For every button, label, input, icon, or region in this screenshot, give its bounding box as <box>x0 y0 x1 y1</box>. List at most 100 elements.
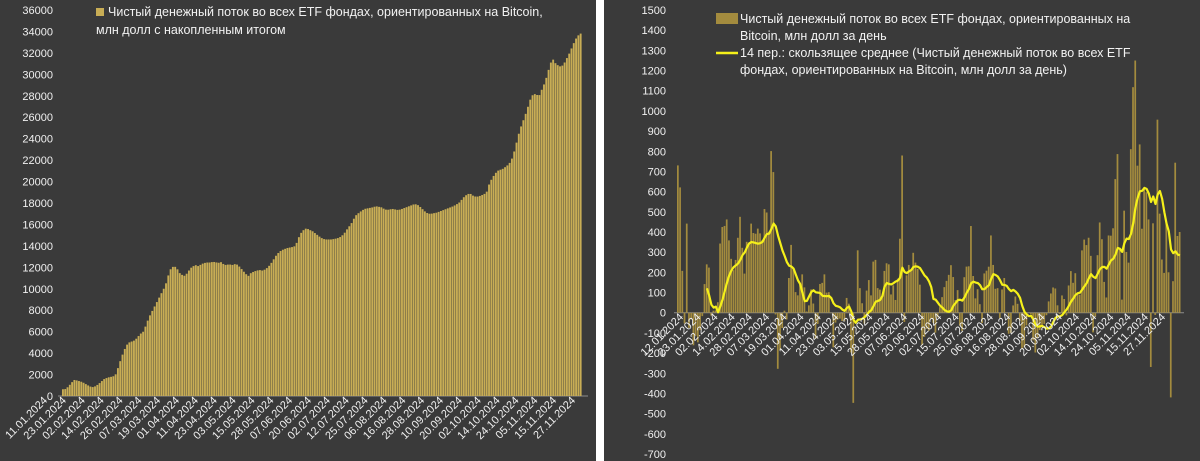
bar <box>1092 312 1094 333</box>
bar <box>1058 312 1061 314</box>
bar <box>89 386 92 396</box>
y-tick-label: 34000 <box>22 26 53 38</box>
bar <box>536 95 539 396</box>
y-tick-label: -600 <box>644 429 666 441</box>
bar <box>861 303 864 313</box>
bar <box>304 228 307 396</box>
bar <box>819 284 821 313</box>
bar <box>1156 119 1159 313</box>
bar <box>105 378 108 396</box>
bar <box>990 235 992 313</box>
y-tick-label: 36000 <box>22 5 53 17</box>
bar <box>204 262 206 396</box>
bar <box>945 280 948 313</box>
bar <box>476 196 479 396</box>
bar <box>839 312 841 319</box>
bar <box>492 175 495 396</box>
y-tick-label: 26000 <box>22 112 53 124</box>
bar <box>428 213 431 396</box>
bar <box>1141 228 1143 313</box>
y-tick-label: -200 <box>644 348 666 360</box>
bar <box>965 266 968 313</box>
bar <box>565 58 568 397</box>
y-tick-label: -400 <box>644 388 666 400</box>
bar <box>313 233 316 396</box>
bar <box>359 211 362 396</box>
bar <box>146 320 149 396</box>
bar <box>552 59 555 396</box>
legend-text-line2: млн долл с накопленным итогом <box>96 23 286 37</box>
bar <box>1158 213 1161 313</box>
bar <box>139 333 142 396</box>
y-axis: 0 2000 4000 6000 8000 10000 12000 14000 16000 180… <box>22 5 53 403</box>
bar <box>112 376 115 396</box>
bar <box>385 209 387 396</box>
bar <box>210 262 213 396</box>
bar <box>208 262 211 396</box>
bar <box>1127 262 1130 313</box>
bar <box>421 209 424 396</box>
bar <box>137 336 140 396</box>
bar <box>783 310 786 313</box>
bar <box>852 312 855 403</box>
y-tick-label: -300 <box>644 368 666 380</box>
bar <box>910 270 912 313</box>
bar <box>64 389 67 396</box>
bar <box>1045 312 1048 316</box>
bar <box>62 389 64 396</box>
bar <box>739 216 741 313</box>
bar <box>80 381 83 396</box>
legend-text-line1: Чистый денежный поток во всех ETF фондах… <box>108 5 543 19</box>
bar <box>923 312 926 337</box>
bar <box>1078 294 1081 313</box>
bar <box>575 38 578 396</box>
bar <box>73 379 76 396</box>
bar <box>222 263 225 396</box>
bar <box>1007 312 1010 334</box>
bar <box>992 264 995 313</box>
bar <box>1087 237 1090 313</box>
bar <box>827 292 830 313</box>
bar <box>685 223 688 313</box>
bar <box>288 247 291 396</box>
bar <box>128 342 131 396</box>
bar <box>921 312 923 345</box>
bar <box>462 197 465 396</box>
bar <box>176 269 179 396</box>
bar <box>71 382 74 396</box>
bar <box>1147 219 1150 313</box>
bar <box>394 209 397 396</box>
bar <box>442 210 445 396</box>
bar <box>1081 250 1083 313</box>
bar <box>236 264 238 396</box>
bar <box>832 312 835 348</box>
bar <box>725 219 728 313</box>
bar <box>1105 297 1108 313</box>
bar <box>268 265 271 396</box>
bar <box>375 206 378 396</box>
legend-text-bars-line2: Bitcoin, млн долл за день <box>740 29 887 43</box>
bar <box>144 326 147 396</box>
bar <box>407 206 410 396</box>
bar <box>545 77 548 397</box>
bar <box>190 267 193 396</box>
bar <box>293 246 296 396</box>
bar <box>701 312 704 317</box>
bar <box>938 307 941 313</box>
bar <box>821 282 824 313</box>
bar <box>259 270 261 396</box>
bar <box>284 248 287 396</box>
bar <box>488 184 490 396</box>
bar <box>894 299 897 313</box>
y-tick-label: 0 <box>47 391 53 403</box>
bar <box>540 89 543 397</box>
bar <box>1103 281 1106 313</box>
bar <box>318 236 321 396</box>
bar <box>327 239 330 396</box>
bar <box>529 99 532 397</box>
bar <box>412 204 415 396</box>
bar <box>231 264 234 396</box>
bar <box>1010 312 1012 333</box>
bar <box>1152 223 1154 313</box>
bar <box>178 273 181 396</box>
